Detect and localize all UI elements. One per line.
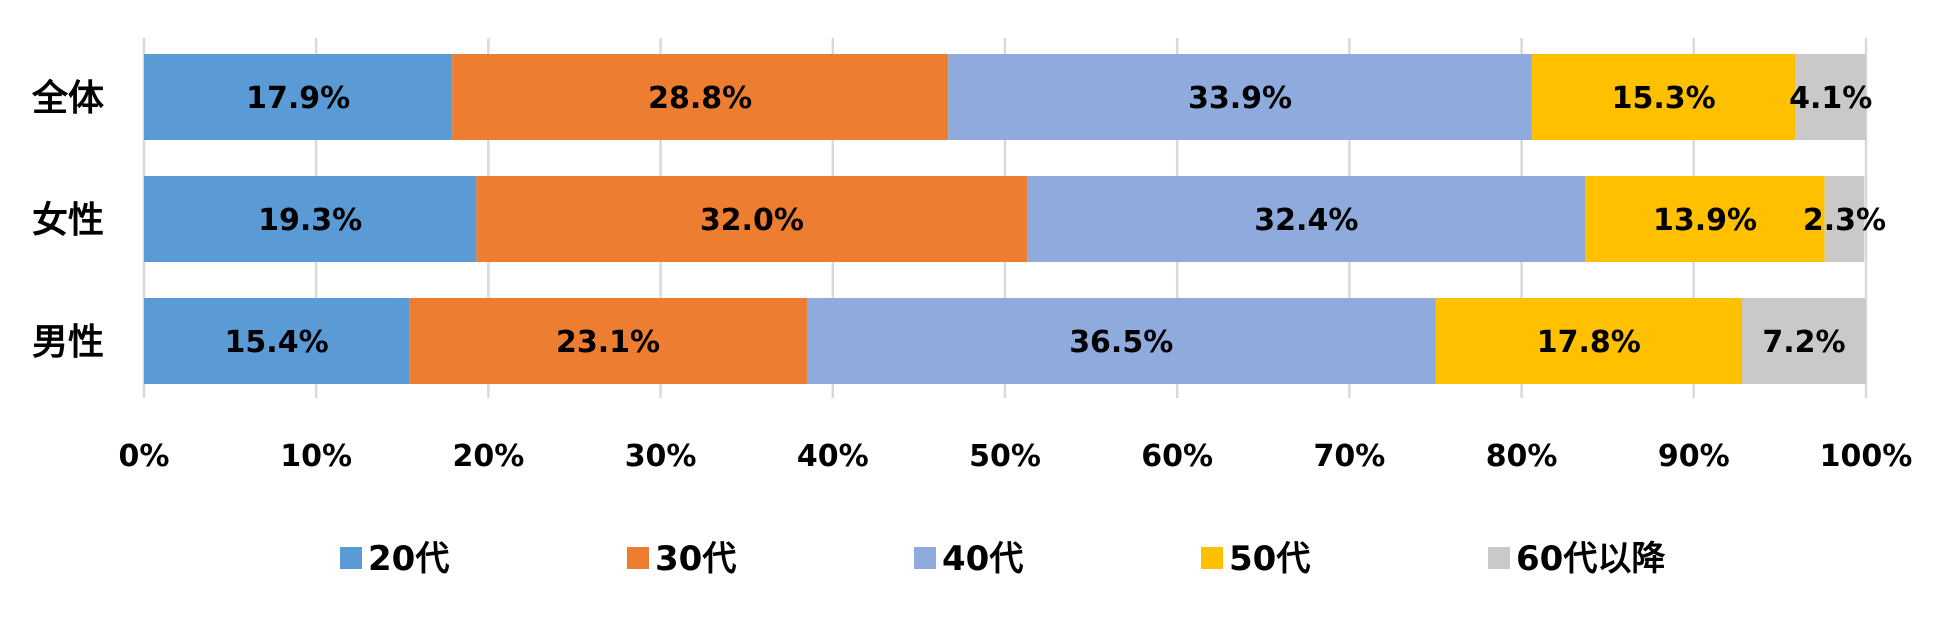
x-tick-label: 60% bbox=[1141, 439, 1213, 474]
bar-segment bbox=[409, 298, 807, 384]
category-label: 全体 bbox=[31, 77, 104, 119]
x-tick-label: 30% bbox=[625, 439, 697, 474]
x-tick-label: 0% bbox=[119, 439, 170, 474]
bar-segment bbox=[948, 54, 1532, 140]
legend-swatch bbox=[1201, 547, 1223, 569]
legend-label: 20代 bbox=[368, 539, 449, 579]
legend-swatch bbox=[914, 547, 936, 569]
bar-segment bbox=[1795, 54, 1866, 140]
data-labels: 17.9% 28.8% 33.9% 15.3% 4.1% 19.3% 32.0% 32.4% 1… bbox=[225, 81, 1887, 360]
bar-segment bbox=[144, 176, 477, 262]
bar-segment bbox=[1435, 298, 1743, 384]
x-tick-label: 100% bbox=[1820, 439, 1913, 474]
data-label: 7.2% bbox=[1762, 325, 1845, 360]
legend-item: 60代以降 bbox=[1488, 539, 1666, 579]
x-tick-label: 80% bbox=[1486, 439, 1558, 474]
bar-segment bbox=[806, 298, 1436, 384]
bar-segment bbox=[476, 176, 1028, 262]
bar-segment bbox=[1027, 176, 1586, 262]
legend-label: 30代 bbox=[655, 539, 736, 579]
legend-swatch bbox=[1488, 547, 1510, 569]
data-label: 36.5% bbox=[1069, 325, 1173, 360]
bar-segment bbox=[144, 54, 453, 140]
bar-segment bbox=[1585, 176, 1825, 262]
bar-segment bbox=[452, 54, 949, 140]
bar-segment bbox=[144, 298, 410, 384]
data-label: 32.0% bbox=[700, 203, 804, 238]
bar-segment bbox=[1531, 54, 1796, 140]
legend-item: 20代 bbox=[340, 539, 449, 579]
category-label: 女性 bbox=[32, 200, 104, 241]
data-label: 17.8% bbox=[1537, 325, 1641, 360]
data-label: 15.4% bbox=[225, 325, 329, 360]
bar-segment bbox=[1742, 298, 1866, 384]
legend-item: 40代 bbox=[914, 539, 1023, 579]
bar-segment bbox=[1824, 176, 1865, 262]
legend-item: 50代 bbox=[1201, 539, 1310, 579]
legend-label: 60代以降 bbox=[1516, 539, 1666, 579]
legend-swatch bbox=[627, 547, 649, 569]
data-label: 2.3% bbox=[1803, 203, 1886, 238]
x-axis-tick-labels: 0% 10% 20% 30% 40% 50% 60% 70% 80% 90% 100% bbox=[119, 439, 1913, 474]
data-label: 17.9% bbox=[246, 81, 350, 116]
x-tick-label: 50% bbox=[969, 439, 1041, 474]
data-label: 32.4% bbox=[1254, 203, 1358, 238]
legend-label: 40代 bbox=[942, 539, 1023, 579]
data-label: 15.3% bbox=[1612, 81, 1716, 116]
data-label: 28.8% bbox=[648, 81, 752, 116]
data-label: 23.1% bbox=[556, 325, 660, 360]
x-tick-label: 40% bbox=[797, 439, 869, 474]
data-label: 19.3% bbox=[258, 203, 362, 238]
legend-item: 30代 bbox=[627, 539, 736, 579]
data-label: 4.1% bbox=[1789, 81, 1872, 116]
legend-swatch bbox=[340, 547, 362, 569]
category-label: 男性 bbox=[32, 322, 104, 363]
x-tick-label: 10% bbox=[280, 439, 352, 474]
legend: 20代 30代 40代 50代 60代以降 bbox=[340, 539, 1666, 579]
legend-label: 50代 bbox=[1229, 539, 1310, 579]
bars bbox=[144, 54, 1866, 384]
x-tick-label: 90% bbox=[1658, 439, 1730, 474]
data-label: 33.9% bbox=[1188, 81, 1292, 116]
data-label: 13.9% bbox=[1653, 203, 1757, 238]
x-tick-label: 70% bbox=[1313, 439, 1385, 474]
x-tick-label: 20% bbox=[452, 439, 524, 474]
